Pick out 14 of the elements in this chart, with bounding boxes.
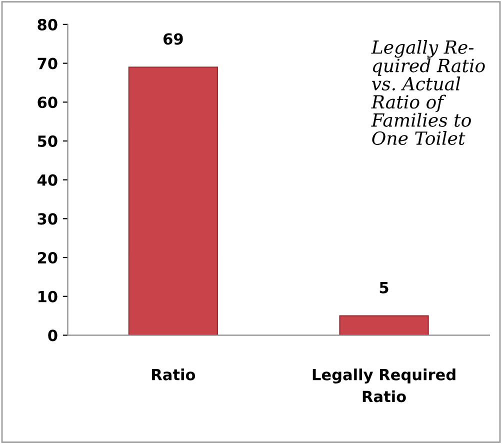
y-tick-label: 60 xyxy=(38,96,58,108)
y-tick-label: 50 xyxy=(38,135,58,147)
y-tick-label: 0 xyxy=(48,330,58,342)
text: Legally Re- quired Ratio vs. Actual Ratio of Families to One Toilet xyxy=(371,40,485,145)
y-tick-label: 20 xyxy=(38,252,58,264)
x-tick-label: Ratio xyxy=(152,368,196,380)
data-label: 5 xyxy=(380,282,388,294)
y-tick-label: 70 xyxy=(38,58,58,70)
y-tick-label: 40 xyxy=(37,174,58,186)
y-tick-label: 10 xyxy=(38,290,58,302)
x-tick-label: Legally Required Ratio xyxy=(312,368,456,402)
data-label: 69 xyxy=(164,33,183,45)
y-tick-label: 30 xyxy=(38,213,58,225)
y-tick-label: 80 xyxy=(38,18,58,30)
